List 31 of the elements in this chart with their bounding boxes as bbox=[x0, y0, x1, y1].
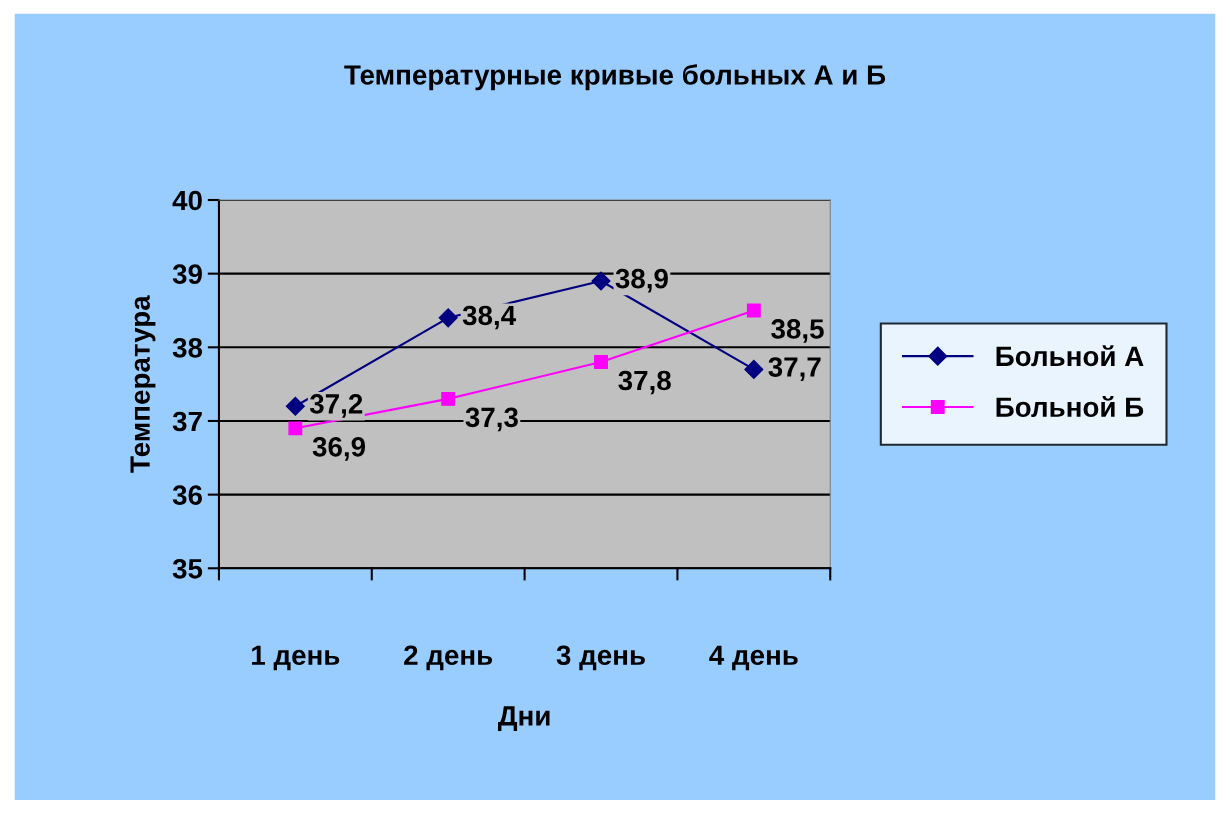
point bbox=[591, 271, 611, 291]
x-tick-label: 3 день bbox=[556, 645, 645, 671]
legend-label: Больной Б bbox=[996, 396, 1144, 418]
data-label: 38,4 bbox=[462, 305, 516, 330]
x-axis-title: Дни bbox=[498, 706, 550, 731]
x-tick-label: 2 день bbox=[404, 645, 493, 671]
point bbox=[285, 396, 305, 416]
point bbox=[288, 421, 303, 436]
data-label: 37,7 bbox=[768, 357, 821, 381]
point bbox=[438, 308, 458, 328]
y-tick-label: 36 bbox=[172, 485, 202, 506]
point bbox=[594, 355, 608, 369]
chart-title: Температурные кривые больных А и Б bbox=[344, 64, 886, 91]
x-tick-label: 4 день bbox=[709, 645, 798, 671]
data-label: 37,3 bbox=[465, 407, 518, 432]
point bbox=[744, 359, 764, 379]
point bbox=[746, 303, 761, 318]
y-tick-label: 40 bbox=[172, 190, 202, 211]
y-tick-label: 38 bbox=[172, 337, 203, 358]
y-axis-title: Температура bbox=[130, 295, 156, 473]
data-label: 37,8 bbox=[618, 370, 671, 395]
y-tick-label: 37 bbox=[172, 411, 202, 432]
y-tick-label: 39 bbox=[172, 264, 202, 285]
x-tick-label: 1 день bbox=[252, 645, 340, 671]
y-tick-label: 35 bbox=[172, 558, 203, 579]
data-label: 38,9 bbox=[615, 268, 668, 293]
data-label: 38,5 bbox=[771, 319, 824, 343]
data-label: 37,2 bbox=[309, 394, 363, 418]
legend-label: Больной А bbox=[996, 345, 1144, 367]
point bbox=[441, 391, 456, 406]
data-label: 36,9 bbox=[312, 436, 366, 461]
